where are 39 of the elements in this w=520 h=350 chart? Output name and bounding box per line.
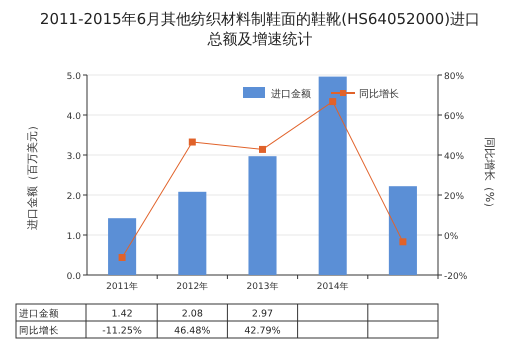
y2-tick-label: -20% — [444, 272, 468, 282]
y-tick-label: 3.0 — [66, 152, 82, 162]
y-tick-label: 4.0 — [66, 112, 82, 122]
x-tick-label: 2012年 — [176, 281, 208, 292]
data-label: 46.48% — [174, 326, 210, 336]
x-tick-label: 2013年 — [246, 281, 278, 292]
y-tick-label: 0.0 — [66, 272, 82, 282]
bar — [388, 186, 417, 275]
y-tick-label: 1.0 — [66, 232, 82, 242]
y-axis-title: 进口金额（百万美元） — [26, 120, 39, 230]
bar — [108, 218, 136, 275]
point — [188, 138, 196, 146]
y2-tick-label: 0% — [444, 232, 459, 242]
y2-axis-title: 同比增长（%） — [483, 136, 496, 214]
y-tick-label: 2.0 — [66, 192, 82, 202]
y2-tick-label: 80% — [444, 72, 464, 82]
y-tick-label: 5.0 — [66, 72, 82, 82]
data-label: -11.25% — [102, 326, 142, 336]
bar — [318, 76, 347, 275]
x-tick-label: 2014年 — [316, 281, 349, 292]
data-label: 2.08 — [182, 308, 203, 320]
y2-tick-label: 60% — [444, 112, 464, 122]
legend-label: 同比增长 — [359, 88, 399, 100]
data-label: 42.79% — [244, 326, 281, 336]
bar — [178, 192, 206, 275]
bar — [248, 156, 277, 275]
text: 同比增长 — [19, 326, 59, 336]
point — [259, 146, 266, 153]
point — [399, 238, 406, 246]
point — [118, 254, 126, 261]
chart-title: 2011-2015年6月其他纺织材料制鞋面的鞋靴(HS64052000)进口总额及增速统计 — [40, 10, 480, 48]
y2-tick-label: 40% — [444, 152, 464, 162]
legend-label: 进口金额 — [271, 88, 311, 100]
y2-tick-label: 20% — [444, 192, 464, 202]
data-label: 1.42 — [112, 308, 133, 320]
x-tick-label: 2011年 — [106, 281, 138, 292]
text: 进口金额 — [19, 308, 59, 320]
point — [329, 98, 336, 106]
data-label: 2.97 — [252, 308, 274, 320]
